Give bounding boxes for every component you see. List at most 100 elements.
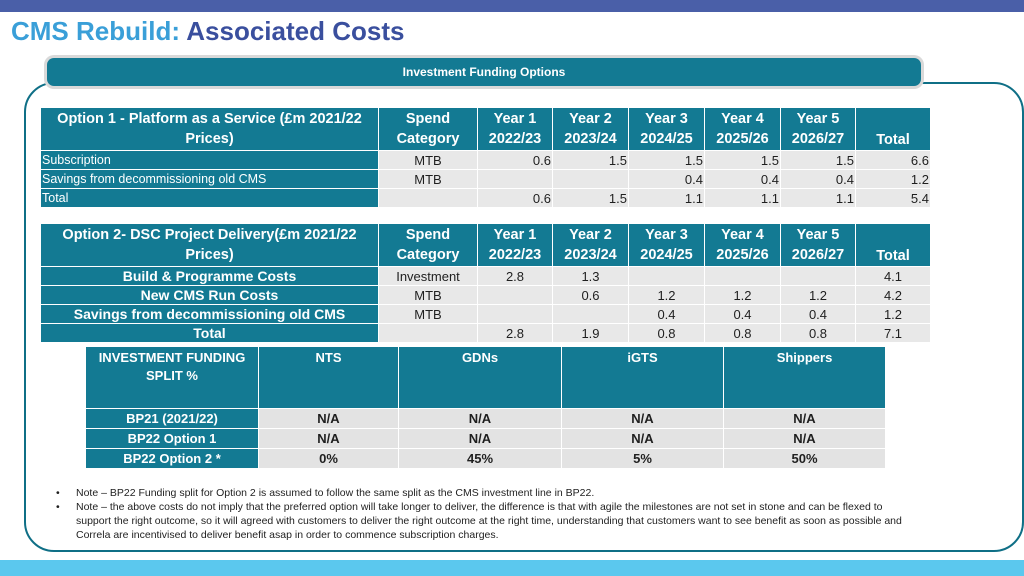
value-cell: [477, 285, 553, 305]
option1-title-header: Option 1 - Platform as a Service (£m 202…: [40, 107, 379, 151]
value-cell: 1.5: [704, 150, 781, 170]
year1-header: Year 1 2022/23: [477, 107, 553, 151]
value-cell: 1.5: [552, 188, 629, 208]
row-label: Savings from decommissioning old CMS: [40, 304, 379, 324]
value-cell: 0.6: [552, 285, 629, 305]
nts-header: NTS: [258, 346, 399, 409]
table-row: Total 2.8 1.9 0.8 0.8 0.8 7.1: [40, 323, 931, 343]
spend-category-cell: [378, 188, 478, 208]
value-cell: [704, 266, 781, 286]
value-cell: N/A: [398, 408, 562, 429]
value-cell: [552, 304, 629, 324]
spend-category-header: Spend Category: [378, 107, 478, 151]
total-cell: 4.1: [855, 266, 931, 286]
table-row: BP22 Option 1 N/A N/A N/A N/A: [85, 428, 886, 449]
igts-header: iGTS: [561, 346, 724, 409]
split-header-row: INVESTMENT FUNDING SPLIT % NTS GDNs iGTS…: [85, 346, 886, 409]
top-accent-bar: [0, 0, 1024, 12]
table-row: Savings from decommissioning old CMS MTB…: [40, 169, 931, 189]
year3-header: Year 3 2024/25: [628, 223, 705, 267]
note-item: • Note – the above costs do not imply th…: [56, 500, 916, 542]
row-label: Total: [40, 188, 379, 208]
value-cell: 0.4: [780, 169, 856, 189]
spend-category-cell: MTB: [378, 304, 478, 324]
gdns-header: GDNs: [398, 346, 562, 409]
option1-table: Option 1 - Platform as a Service (£m 202…: [40, 107, 931, 208]
value-cell: 0.4: [628, 169, 705, 189]
year2-header: Year 2 2023/24: [552, 107, 629, 151]
value-cell: 5%: [561, 448, 724, 469]
option1-header-row: Option 1 - Platform as a Service (£m 202…: [40, 107, 931, 151]
year2-header: Year 2 2023/24: [552, 223, 629, 267]
bullet-icon: •: [56, 501, 60, 513]
year1-header: Year 1 2022/23: [477, 223, 553, 267]
table-row: BP21 (2021/22) N/A N/A N/A N/A: [85, 408, 886, 429]
value-cell: 1.1: [780, 188, 856, 208]
funding-split-table: INVESTMENT FUNDING SPLIT % NTS GDNs iGTS…: [85, 346, 886, 469]
spend-category-cell: [378, 323, 478, 343]
row-label: BP21 (2021/22): [85, 408, 259, 429]
row-label: Savings from decommissioning old CMS: [40, 169, 379, 189]
year5-header: Year 5 2026/27: [780, 223, 856, 267]
value-cell: 0.8: [628, 323, 705, 343]
page-title: CMS Rebuild: Associated Costs: [11, 16, 404, 47]
value-cell: 2.8: [477, 323, 553, 343]
spend-category-cell: MTB: [378, 285, 478, 305]
table-row: Subscription MTB 0.6 1.5 1.5 1.5 1.5 6.6: [40, 150, 931, 170]
split-title-header: INVESTMENT FUNDING SPLIT %: [85, 346, 259, 409]
option2-table: Option 2- DSC Project Delivery(£m 2021/2…: [40, 223, 931, 343]
value-cell: 1.3: [552, 266, 629, 286]
value-cell: 0.8: [704, 323, 781, 343]
note-text: Note – BP22 Funding split for Option 2 i…: [76, 487, 595, 499]
note-text: Note – the above costs do not imply that…: [76, 501, 902, 541]
total-cell: 1.2: [855, 304, 931, 324]
value-cell: 0.8: [780, 323, 856, 343]
row-label: Subscription: [40, 150, 379, 170]
total-cell: 6.6: [855, 150, 931, 170]
spend-category-cell: Investment: [378, 266, 478, 286]
table-row: BP22 Option 2 * 0% 45% 5% 50%: [85, 448, 886, 469]
value-cell: 0.4: [780, 304, 856, 324]
total-cell: 1.2: [855, 169, 931, 189]
spend-category-header: Spend Category: [378, 223, 478, 267]
option2-header-row: Option 2- DSC Project Delivery(£m 2021/2…: [40, 223, 931, 267]
banner-label: Investment Funding Options: [47, 58, 921, 86]
title-part-2: Associated Costs: [186, 16, 405, 46]
value-cell: [477, 304, 553, 324]
option2-title-header: Option 2- DSC Project Delivery(£m 2021/2…: [40, 223, 379, 267]
value-cell: 1.5: [628, 150, 705, 170]
table-row: Savings from decommissioning old CMS MTB…: [40, 304, 931, 324]
value-cell: 45%: [398, 448, 562, 469]
year5-header: Year 5 2026/27: [780, 107, 856, 151]
value-cell: N/A: [723, 428, 886, 449]
row-label: BP22 Option 2 *: [85, 448, 259, 469]
total-cell: 5.4: [855, 188, 931, 208]
spend-category-cell: MTB: [378, 169, 478, 189]
notes-list: • Note – BP22 Funding split for Option 2…: [56, 486, 916, 542]
year3-header: Year 3 2024/25: [628, 107, 705, 151]
value-cell: 1.9: [552, 323, 629, 343]
value-cell: 0.4: [704, 169, 781, 189]
value-cell: 2.8: [477, 266, 553, 286]
bottom-accent-bar: [0, 560, 1024, 576]
value-cell: [628, 266, 705, 286]
total-header: Total: [855, 223, 931, 267]
year4-header: Year 4 2025/26: [704, 223, 781, 267]
value-cell: 0.4: [628, 304, 705, 324]
value-cell: 1.5: [552, 150, 629, 170]
value-cell: N/A: [398, 428, 562, 449]
value-cell: 0.6: [477, 150, 553, 170]
section-banner: Investment Funding Options: [44, 55, 924, 89]
row-label: New CMS Run Costs: [40, 285, 379, 305]
value-cell: 1.1: [704, 188, 781, 208]
total-header: Total: [855, 107, 931, 151]
value-cell: [477, 169, 553, 189]
row-label: Build & Programme Costs: [40, 266, 379, 286]
title-part-1: CMS Rebuild:: [11, 16, 180, 46]
value-cell: [552, 169, 629, 189]
table-row: Build & Programme Costs Investment 2.8 1…: [40, 266, 931, 286]
total-cell: 4.2: [855, 285, 931, 305]
spend-category-cell: MTB: [378, 150, 478, 170]
value-cell: N/A: [723, 408, 886, 429]
year4-header: Year 4 2025/26: [704, 107, 781, 151]
